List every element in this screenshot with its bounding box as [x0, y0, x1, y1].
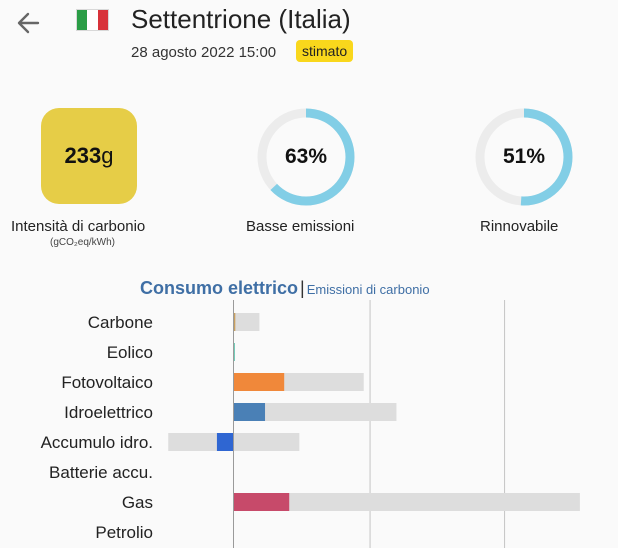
- zone-title: Settentrione (Italia): [131, 4, 351, 34]
- production-breakdown-chart: Carbone Eolico Fotovoltaico Idroelettrico Ac…: [41, 300, 580, 548]
- row-label-6: Gas: [122, 493, 153, 512]
- value-bar-3: [233, 403, 266, 421]
- chart-tabs: Consumo elettrico | Emissioni di carbonio: [140, 278, 430, 299]
- row-label-4: Accumulo idro.: [41, 433, 153, 452]
- renewable-value: 51%: [502, 145, 546, 168]
- carbon-intensity-box[interactable]: 233 g: [41, 108, 137, 204]
- row-label-0: Carbone: [88, 313, 153, 332]
- low-emission-value: 63%: [284, 145, 328, 168]
- row-label-3: Idroelettrico: [64, 403, 153, 422]
- row-label-7: Petrolio: [95, 523, 153, 542]
- value-bar-4: [216, 433, 234, 451]
- carbon-intensity-label: Intensità di carbonio: [11, 218, 146, 235]
- tab-electricity-consumption[interactable]: Consumo elettrico: [140, 278, 299, 298]
- estimated-badge[interactable]: stimato: [296, 40, 354, 62]
- value-bar-0: [233, 313, 236, 331]
- value-bar-2: [233, 373, 285, 391]
- row-label-5: Batterie accu.: [49, 463, 153, 482]
- back-arrow-icon[interactable]: [14, 8, 44, 38]
- row-label-2: Fotovoltaico: [61, 373, 153, 392]
- carbon-intensity-sublabel: (gCO₂eq/kWh): [50, 237, 116, 248]
- capacity-bar-3: [233, 403, 397, 421]
- capacity-bar-0: [233, 313, 260, 331]
- capacity-bar-6: [233, 493, 580, 511]
- italy-flag-icon: [76, 9, 109, 31]
- low-emission-ring[interactable]: [257, 108, 355, 206]
- value-bar-6: [233, 493, 290, 511]
- low-emission-label: Basse emissioni: [246, 218, 355, 235]
- tab-carbon-emissions[interactable]: Emissioni di carbonio: [306, 282, 430, 297]
- row-label-1: Eolico: [107, 343, 153, 362]
- carbon-intensity-unit: g: [101, 143, 114, 168]
- carbon-intensity-value: 233: [64, 143, 102, 168]
- tab-separator: |: [300, 278, 305, 298]
- value-bar-1: [233, 343, 235, 361]
- datetime-text: 28 agosto 2022 15:00: [131, 44, 277, 61]
- capacity-bar-4: [233, 433, 300, 451]
- renewable-label: Rinnovabile: [480, 218, 559, 235]
- renewable-ring[interactable]: [475, 108, 573, 206]
